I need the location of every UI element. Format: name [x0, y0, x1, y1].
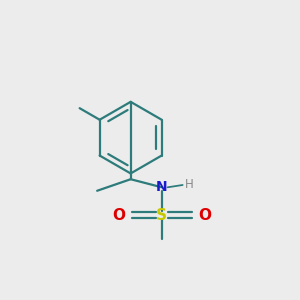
- Text: N: N: [156, 180, 168, 194]
- Text: O: O: [112, 208, 125, 223]
- Text: O: O: [198, 208, 211, 223]
- Text: H: H: [185, 178, 194, 191]
- Text: S: S: [156, 208, 167, 223]
